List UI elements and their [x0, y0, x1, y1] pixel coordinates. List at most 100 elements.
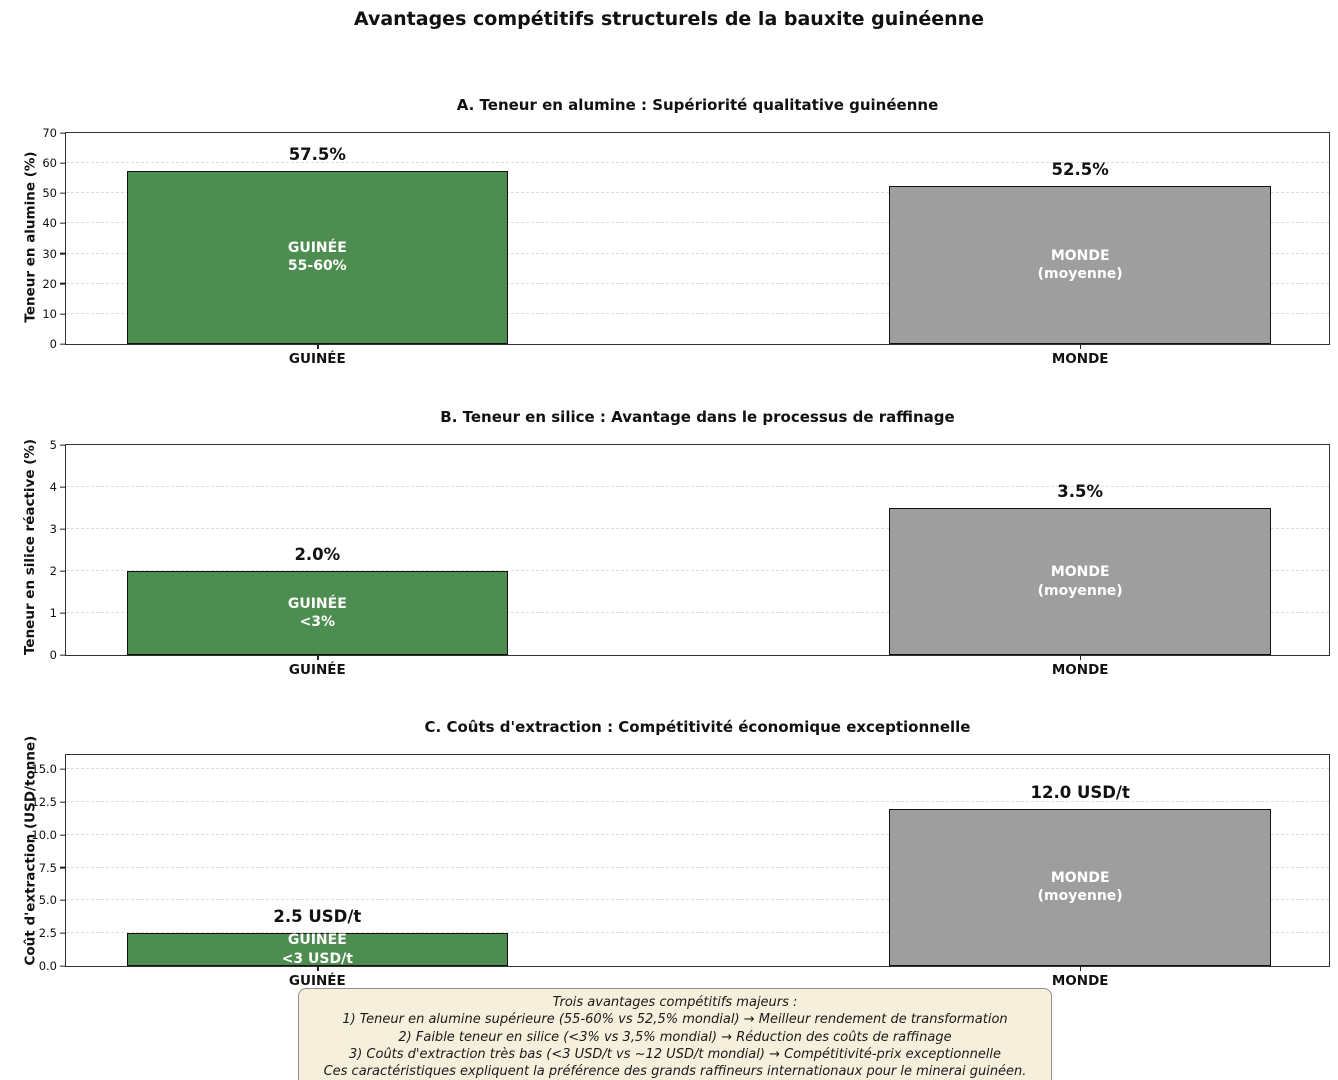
y-tick-label: 0 — [49, 648, 57, 662]
y-tick-label: 5.0 — [38, 893, 57, 908]
panel-a-y-axis-label: Teneur en alumine (%) — [22, 151, 39, 323]
y-tick-label: 4 — [49, 480, 57, 494]
bar-inner-label: MONDE — [1050, 247, 1110, 264]
y-tick-label: 3 — [49, 522, 57, 536]
gridline — [66, 486, 1329, 487]
y-tick-label: 7.5 — [38, 860, 57, 875]
bar-inner-label: GUINÉE — [287, 240, 347, 257]
panel-b-plot-area: 0 1 2 3 4 5 GUINÉE <3% 2.0% GUINÉE MONDE (moyenne) 3… — [50, 438, 1330, 678]
bar-monde: MONDE (moyenne) — [889, 508, 1271, 655]
y-tick-label: 15.0 — [31, 762, 57, 777]
bar-inner-label: GUINÉE — [287, 932, 347, 949]
y-tick-label: 2 — [49, 564, 57, 578]
y-tick-label: 2.5 — [38, 926, 57, 941]
x-tick-mark — [317, 966, 319, 971]
bar-value-label: 57.5% — [288, 144, 346, 164]
panel-c-title: C. Coûts d'extraction : Compétitivité éc… — [424, 718, 971, 736]
y-tick-mark — [60, 343, 66, 345]
bar-inner-label: (moyenne) — [1037, 265, 1123, 282]
bar-inner-label: 55-60% — [287, 258, 347, 275]
gridline — [66, 192, 1329, 194]
gridline — [66, 866, 1329, 868]
gridline — [66, 570, 1329, 571]
y-tick-label: 1 — [49, 606, 57, 620]
y-tick-mark — [60, 283, 66, 285]
y-tick-label: 12.5 — [31, 795, 57, 810]
x-category-label: GUINÉE — [288, 351, 346, 367]
y-tick-label: 10.0 — [31, 827, 57, 842]
bar-inner-label: GUINÉE — [287, 595, 347, 612]
summary-note-box: Trois avantages compétitifs majeurs : 1)… — [298, 988, 1052, 1080]
bar-inner-label: MONDE — [1050, 564, 1110, 581]
x-tick-mark — [1080, 655, 1082, 660]
y-tick-mark — [60, 612, 66, 614]
bar-monde: MONDE (moyenne) — [889, 185, 1271, 344]
x-tick-mark — [317, 344, 319, 349]
bar-monde: MONDE (moyenne) — [889, 808, 1271, 966]
y-tick-label: 40 — [42, 216, 57, 231]
y-tick-label: 0 — [49, 337, 57, 351]
y-tick-label: 30 — [42, 246, 57, 261]
gridline — [66, 528, 1329, 529]
y-tick-label: 0.0 — [38, 959, 57, 973]
x-tick-mark — [317, 655, 319, 660]
bar-inner-label: MONDE — [1050, 870, 1110, 887]
bar-value-label: 2.0% — [294, 545, 341, 564]
y-tick-label: 10 — [42, 306, 57, 321]
y-tick-mark — [60, 570, 66, 572]
x-category-label: MONDE — [1051, 351, 1109, 367]
note-line: Ces caractéristiques expliquent la préfé… — [323, 1064, 1027, 1080]
y-tick-label: 20 — [42, 276, 57, 291]
y-tick-mark — [60, 654, 66, 656]
bar-guinée: GUINÉE 55-60% — [126, 170, 509, 344]
bar-inner-label: <3% — [299, 614, 336, 630]
panel-a-title: A. Teneur en alumine : Supériorité quali… — [456, 96, 939, 114]
y-tick-mark — [60, 252, 66, 255]
gridline — [66, 801, 1329, 803]
y-tick-mark — [60, 867, 66, 869]
y-tick-label: 60 — [42, 156, 57, 171]
x-category-label: MONDE — [1051, 662, 1109, 678]
x-category-label: GUINÉE — [288, 662, 346, 678]
note-line: 3) Coûts d'extraction très bas (<3 USD/t… — [348, 1046, 1002, 1062]
x-tick-mark — [1080, 344, 1082, 349]
y-tick-mark — [60, 932, 66, 934]
bar-value-label: 12.0 USD/t — [1030, 782, 1130, 802]
bar-inner-label: (moyenne) — [1037, 888, 1123, 905]
bar-value-label: 52.5% — [1051, 159, 1109, 179]
y-tick-mark — [60, 132, 66, 134]
x-tick-mark — [1080, 966, 1082, 971]
note-line: 2) Faible teneur en silice (<3% vs 3,5% … — [398, 1029, 952, 1045]
panel-c-plot-area: 0.0 2.5 5.0 7.5 10.0 12.5 15.0 GUINÉE <3 USD/t 2.… — [31, 754, 1330, 989]
panel-a-plot-area: 0 10 20 30 40 50 60 70 GUINÉE 55-60% 57.5% GUINÉE MO… — [42, 126, 1330, 367]
y-tick-label: 5 — [49, 438, 57, 452]
bar-guinée: GUINÉE <3% — [126, 571, 509, 655]
figure-title: Avantages compétitifs structurels de la … — [353, 8, 985, 30]
x-category-label: GUINÉE — [288, 973, 346, 989]
panel-b-title: B. Teneur en silice : Avantage dans le p… — [440, 408, 955, 426]
y-tick-mark — [60, 899, 66, 902]
gridline — [66, 899, 1329, 901]
y-tick-mark — [60, 222, 66, 225]
y-tick-label: 50 — [42, 186, 57, 201]
bar-guinée: GUINÉE <3 USD/t — [126, 932, 509, 967]
note-line: Trois avantages compétitifs majeurs : — [552, 995, 798, 1010]
gridline — [66, 612, 1329, 613]
gridline — [66, 222, 1329, 224]
y-tick-mark — [60, 834, 66, 836]
x-category-label: MONDE — [1051, 973, 1109, 989]
gridline — [66, 282, 1329, 284]
y-tick-mark — [60, 162, 66, 164]
bar-inner-label: <3 USD/t — [281, 950, 353, 967]
y-tick-mark — [60, 486, 66, 488]
y-tick-mark — [60, 313, 66, 315]
y-tick-mark — [60, 801, 66, 803]
y-tick-mark — [60, 444, 66, 446]
panel-c-y-axis-label: Coût d'extraction (USD/tonne) — [22, 735, 39, 966]
gridline — [66, 162, 1329, 164]
gridline — [66, 252, 1329, 254]
gridline — [66, 768, 1329, 770]
gridline — [66, 932, 1329, 934]
bar-value-label: 3.5% — [1057, 482, 1104, 501]
